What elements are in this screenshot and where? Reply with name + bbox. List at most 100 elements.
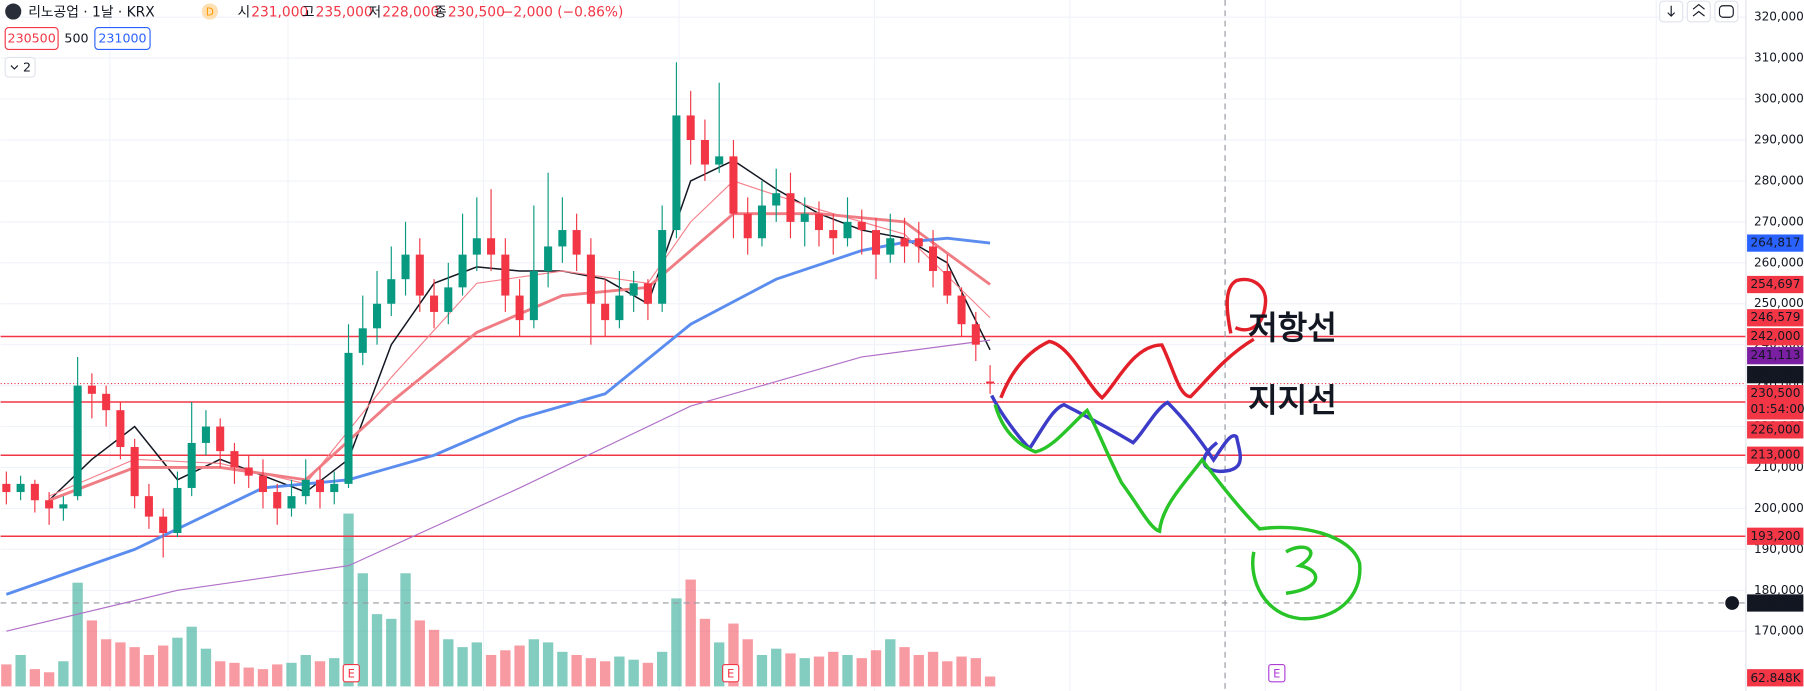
volume-bar [970,658,981,687]
volume-bar [742,639,753,687]
candle-body [216,426,225,452]
candle-body [957,295,966,325]
button[interactable] [1714,0,1739,23]
volume-bar [799,658,810,687]
ask-box[interactable] [94,27,151,51]
label: 종 [434,5,447,21]
candle-body [843,221,852,239]
volume-bar [215,661,226,687]
volume-bar [870,650,882,687]
volume-bar [357,573,368,687]
candle-body [430,295,439,312]
y-tick-label: 180,000 [1754,583,1804,597]
candle-body [672,115,681,231]
volume-bar [942,661,953,687]
icon [1718,5,1734,18]
value: 231,000 [251,5,308,21]
collapse-button[interactable] [4,56,36,78]
label: 시 [237,5,250,21]
event-box [722,663,740,683]
candle-body [871,230,881,255]
candle-body [315,479,325,493]
volume-bar [29,669,41,687]
candle-body [743,213,752,239]
volume-label-box [1747,669,1804,687]
volume-bar [186,626,197,687]
price-label: 226,000 [1751,422,1801,436]
price-label: 230,500 [1751,386,1801,400]
y-tick-label: 310,000 [1754,51,1804,65]
change: −2,000 (−0.86%) [502,5,623,21]
volume-bar [614,656,625,687]
candle-body [472,238,481,255]
volume-bar [314,661,326,687]
volume-bar [471,642,482,687]
y-tick-label: 190,000 [1754,542,1804,556]
candle-body [487,238,496,255]
volume-bar [229,662,240,687]
volume-bar [300,654,311,687]
y-tick-label: 320,000 [1754,10,1804,24]
volume-bar [771,648,782,687]
candle-body [444,287,453,312]
candle-body [230,451,239,468]
price-label: 241,113 [1751,348,1801,362]
y-tick-label: 200,000 [1754,501,1804,515]
candle-body [715,156,724,165]
drawing [993,404,1362,621]
bid-box[interactable] [4,27,59,51]
price-label: 242,000 [1751,329,1801,343]
price-label-box [1747,594,1804,612]
candle-body [102,393,111,411]
label: 고 [302,5,315,21]
price-label: 213,000 [1751,448,1801,462]
volume-bar [514,645,525,687]
volume-bar [58,661,69,687]
annotation: 지지선 [1248,381,1337,419]
price-label: 246,579 [1751,310,1801,324]
volume-bar [15,654,26,687]
y-tick-label: 250,000 [1754,296,1804,310]
volume-bar [656,651,668,687]
candle-body [16,483,25,493]
candle-body [558,230,567,247]
price-label-box [1747,309,1804,327]
symbol: 리노공업 · 1날 · KRX [28,5,155,21]
candle-body [2,483,11,493]
volume-bar [172,637,183,687]
volume-bar [1,664,12,687]
candle-body [757,205,766,239]
volume-bar [500,650,511,687]
volume-bar [272,664,283,687]
price-label: 193,200 [1751,529,1801,543]
candle-body [130,447,139,497]
candle-body [187,442,196,488]
candle-body [73,385,82,497]
price-label-box [1747,328,1804,346]
volume-label: 62.848K [1751,671,1802,685]
value: 230,500 [448,5,505,21]
volume-bar [72,582,83,687]
volume-bar [286,662,297,687]
price-label-box [1747,234,1804,252]
logo [5,3,22,20]
volume-bar [785,653,796,687]
candle-body [900,238,909,247]
volume-bar [984,676,996,687]
volume-bar [386,618,397,687]
volume-bar [685,579,696,687]
candle-body [929,246,938,271]
event-label: E [1273,666,1280,680]
moving-average [6,339,991,632]
volume-bar [671,598,682,687]
value: 228,000 [382,5,439,21]
volume-bar [899,647,910,687]
candle-body [986,381,995,384]
candle-body [643,283,652,304]
candle-body [287,496,296,509]
candle-body [30,483,39,501]
candle-body [301,479,310,497]
volume-bar [885,639,896,687]
